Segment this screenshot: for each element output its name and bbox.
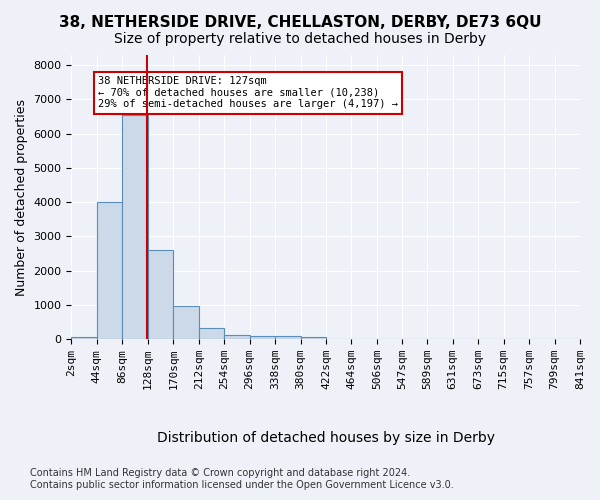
X-axis label: Distribution of detached houses by size in Derby: Distribution of detached houses by size … <box>157 431 495 445</box>
Bar <box>97 202 122 339</box>
Bar <box>173 306 199 339</box>
Bar <box>224 334 250 339</box>
Bar <box>148 250 173 339</box>
Text: 38 NETHERSIDE DRIVE: 127sqm
← 70% of detached houses are smaller (10,238)
29% of: 38 NETHERSIDE DRIVE: 127sqm ← 70% of det… <box>98 76 398 110</box>
Bar <box>250 336 275 339</box>
Text: Contains HM Land Registry data © Crown copyright and database right 2024.
Contai: Contains HM Land Registry data © Crown c… <box>30 468 454 490</box>
Bar <box>275 336 301 339</box>
Bar <box>122 115 148 339</box>
Text: 38, NETHERSIDE DRIVE, CHELLASTON, DERBY, DE73 6QU: 38, NETHERSIDE DRIVE, CHELLASTON, DERBY,… <box>59 15 541 30</box>
Y-axis label: Number of detached properties: Number of detached properties <box>15 98 28 296</box>
Text: Size of property relative to detached houses in Derby: Size of property relative to detached ho… <box>114 32 486 46</box>
Bar <box>71 336 97 339</box>
Bar <box>199 328 224 339</box>
Bar <box>301 337 326 339</box>
